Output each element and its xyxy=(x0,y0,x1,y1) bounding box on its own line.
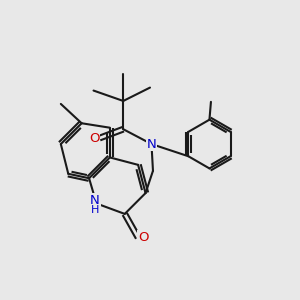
Text: N: N xyxy=(147,138,156,151)
Text: O: O xyxy=(89,132,99,145)
Text: O: O xyxy=(138,231,149,244)
Text: N: N xyxy=(90,194,100,207)
Text: H: H xyxy=(91,205,99,215)
